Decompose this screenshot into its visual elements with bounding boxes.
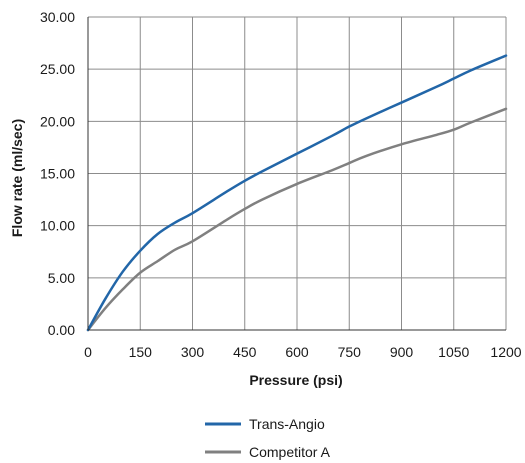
x-tick-label: 900	[390, 344, 414, 360]
x-tick-label: 450	[233, 344, 257, 360]
y-tick-label: 5.00	[48, 270, 75, 286]
y-tick-label: 0.00	[48, 322, 75, 338]
y-tick-label: 20.00	[40, 113, 75, 129]
x-tick-label: 1200	[490, 344, 521, 360]
x-tick-label: 300	[181, 344, 205, 360]
series-lines	[86, 54, 508, 332]
y-tick-label: 30.00	[40, 9, 75, 25]
x-tick-label: 0	[84, 344, 92, 360]
x-tick-label: 150	[129, 344, 153, 360]
x-axis-title: Pressure (psi)	[249, 372, 342, 388]
legend-label-competitor-a: Competitor A	[249, 444, 331, 460]
series-line-trans-angio	[86, 54, 508, 332]
y-tick-label: 25.00	[40, 61, 75, 77]
x-tick-label: 600	[285, 344, 309, 360]
axes	[87, 17, 506, 331]
y-tick-label: 10.00	[40, 218, 75, 234]
legend: Trans-Angio Competitor A	[205, 416, 331, 460]
x-tick-label: 750	[338, 344, 362, 360]
y-tick-label: 15.00	[40, 166, 75, 182]
legend-label-trans-angio: Trans-Angio	[249, 416, 325, 432]
y-axis-title: Flow rate (ml/sec)	[9, 119, 25, 237]
tick-labels: 0 150 300 450 600 750 900 1050 1200 0.00 5.00 10.00…	[40, 9, 522, 360]
x-tick-label: 1050	[438, 344, 469, 360]
series-line-competitor-a	[86, 107, 508, 332]
grid	[87, 16, 507, 331]
